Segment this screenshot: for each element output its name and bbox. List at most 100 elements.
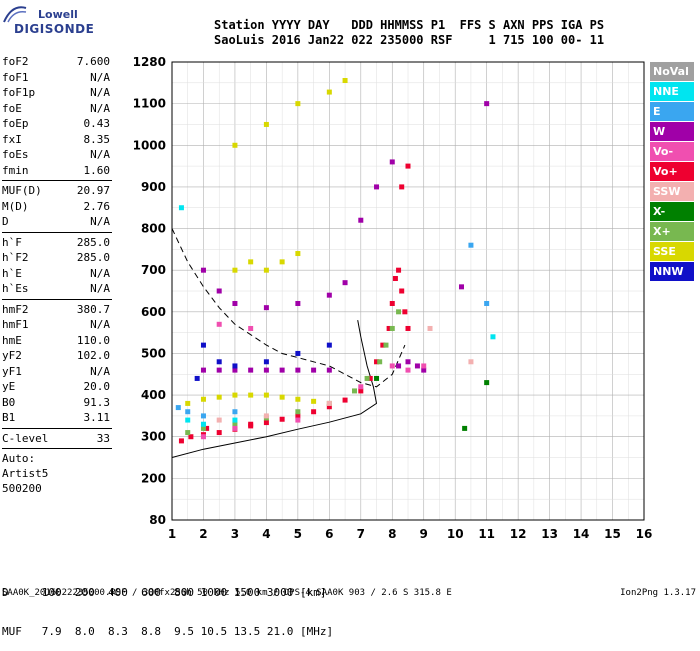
- param-value: 380.7: [76, 302, 110, 316]
- param-key: h`F2: [2, 251, 29, 264]
- legend: NoVal NNE E W Vo- Vo+ SSW X- X+ SSE NNW: [650, 62, 694, 282]
- param-key: foF2: [2, 55, 29, 68]
- data-point: [248, 421, 254, 427]
- data-point: [326, 89, 332, 95]
- param-value: N/A: [90, 318, 110, 331]
- param-value: 20.0: [83, 380, 111, 393]
- data-point: [326, 400, 332, 406]
- data-point: [462, 425, 468, 431]
- data-point: [374, 359, 380, 365]
- data-point: [200, 267, 206, 273]
- param-key: D: [2, 215, 9, 228]
- legend-item: W: [650, 122, 694, 141]
- data-point: [194, 375, 200, 381]
- param-group-muf: MUF(D) 20.97 M(D) 2.76 D N/A: [2, 184, 112, 231]
- data-point: [248, 325, 254, 331]
- param-value: 33: [96, 431, 110, 445]
- data-point: [200, 396, 206, 402]
- data-point: [399, 184, 405, 190]
- x-tick-label: 7: [357, 527, 365, 541]
- param-row: h`E N/A: [2, 267, 112, 283]
- data-point: [405, 359, 411, 365]
- data-point: [263, 413, 269, 419]
- param-row: fmin 1.60: [2, 164, 112, 180]
- digisonde-logo: Lowell DIGISONDE: [2, 2, 102, 42]
- data-point: [392, 276, 398, 282]
- data-point: [295, 413, 301, 419]
- data-point: [458, 284, 464, 290]
- param-value: 7.600: [76, 55, 110, 68]
- data-point: [396, 267, 402, 273]
- param-key: foEp: [2, 117, 29, 130]
- data-point: [311, 409, 317, 415]
- data-point: [232, 367, 238, 373]
- version-label: Ion2Png 1.3.17: [620, 588, 696, 598]
- param-group-critical-frequencies: foF2 7.600 foF1 N/A foF1p N/A foE N/A foEp 0.43 fx…: [2, 55, 112, 179]
- data-point: [295, 409, 301, 415]
- param-row: yF1 N/A: [2, 365, 112, 381]
- x-tick-label: 14: [573, 527, 590, 541]
- x-tick-label: 10: [447, 527, 464, 541]
- param-value: 20.97: [76, 184, 110, 197]
- legend-item: NNE: [650, 82, 694, 101]
- auto-program: Artist5: [2, 467, 49, 480]
- param-row: B1 3.11: [2, 411, 112, 427]
- ionogram-chart: 1 2 3 4 5 6 7 8 9 10 11 12 13 14 15 1680200300400500600…: [133, 55, 653, 541]
- data-point: [200, 413, 206, 419]
- param-key: foE: [2, 101, 22, 115]
- data-point: [396, 363, 402, 369]
- data-point: [279, 416, 285, 422]
- param-key: M(D): [2, 199, 29, 213]
- param-value: N/A: [90, 148, 110, 161]
- data-point: [402, 309, 408, 315]
- data-point: [352, 388, 358, 394]
- x-tick-label: 12: [510, 527, 527, 541]
- data-point: [396, 309, 402, 315]
- data-point: [263, 359, 269, 365]
- param-key: yF1: [2, 364, 22, 378]
- y-tick-label: 600: [141, 305, 166, 319]
- param-row: M(D) 2.76: [2, 200, 112, 216]
- param-key: MUF(D): [2, 184, 42, 197]
- auto-label: Auto:: [2, 452, 36, 465]
- data-point: [405, 325, 411, 331]
- data-point: [263, 267, 269, 273]
- param-value: 8.35: [83, 132, 111, 146]
- legend-item: Vo-: [650, 142, 694, 161]
- model-trace-curve: [171, 228, 406, 388]
- data-point: [185, 430, 191, 436]
- series-w: [200, 101, 490, 373]
- param-row: hmF2 380.7: [2, 303, 112, 319]
- data-point: [188, 434, 194, 440]
- param-row: fxI 8.35: [2, 133, 112, 149]
- parameter-panel: foF2 7.600 foF1 N/A foF1p N/A foE N/A foEp 0.43 fx…: [2, 55, 112, 497]
- data-point: [326, 342, 332, 348]
- param-value: 91.3: [83, 395, 111, 409]
- data-point: [468, 242, 474, 248]
- data-point: [358, 384, 364, 390]
- y-tick-label: 80: [149, 513, 166, 527]
- data-point: [248, 392, 254, 398]
- data-point: [342, 397, 348, 403]
- param-row: D N/A: [2, 215, 112, 231]
- chart-reference-curves: [171, 228, 406, 458]
- data-point: [326, 292, 332, 298]
- param-value: 3.11: [83, 411, 111, 424]
- data-point: [185, 409, 191, 415]
- param-divider: [2, 448, 112, 449]
- param-row: yF2 102.0: [2, 349, 112, 365]
- param-value: 0.43: [83, 117, 111, 130]
- data-point: [374, 184, 380, 190]
- data-point: [421, 363, 427, 369]
- x-tick-label: 2: [199, 527, 207, 541]
- data-point: [200, 434, 206, 440]
- legend-item: SSW: [650, 182, 694, 201]
- data-point: [405, 367, 411, 373]
- data-point: [216, 367, 222, 373]
- data-point: [311, 367, 317, 373]
- param-row: foE N/A: [2, 102, 112, 118]
- param-value: N/A: [90, 101, 110, 115]
- y-tick-label: 200: [141, 471, 166, 485]
- chart-grid: [171, 61, 645, 521]
- param-row: foF1 N/A: [2, 71, 112, 87]
